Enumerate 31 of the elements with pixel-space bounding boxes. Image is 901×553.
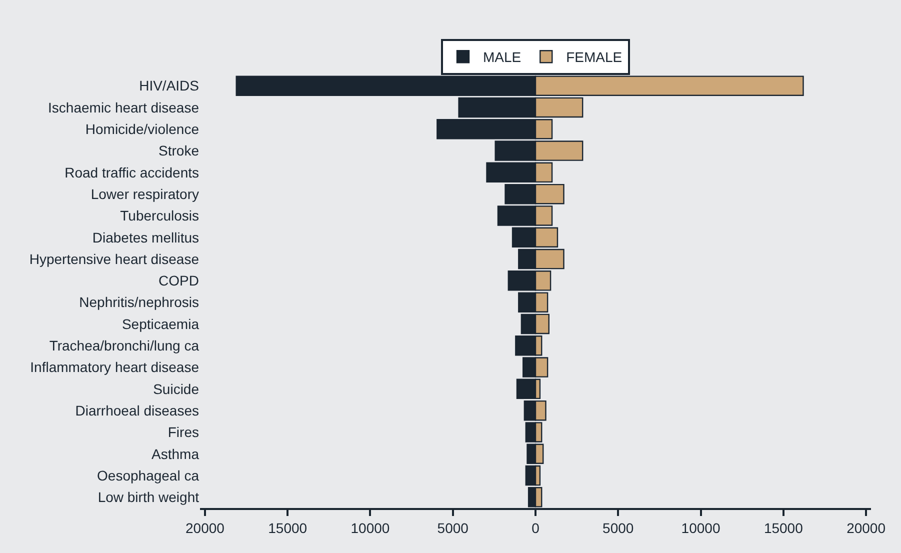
y-tick-label: Inflammatory heart disease bbox=[30, 359, 200, 376]
x-tick-label: 15000 bbox=[764, 520, 804, 536]
legend-label: FEMALE bbox=[566, 49, 622, 66]
y-tick-label: Tuberculosis bbox=[120, 208, 199, 224]
y-tick-label: HIV/AIDS bbox=[139, 78, 199, 94]
y-tick-label: Oesophageal ca bbox=[97, 467, 200, 484]
y-tick-label: Low birth weight bbox=[98, 489, 200, 506]
y-tick-label: Homicide/violence bbox=[85, 121, 200, 138]
x-tick-label: 20000 bbox=[185, 520, 225, 536]
y-tick-label: Diarrhoeal diseases bbox=[75, 402, 199, 418]
y-tick-label: Trachea/bronchi/lung ca bbox=[49, 338, 200, 354]
y-tick-label: Diabetes mellitus bbox=[92, 229, 199, 246]
y-tick-label: Stroke bbox=[158, 142, 200, 159]
y-tick-label: Nephritis/nephrosis bbox=[79, 294, 199, 310]
legend-label: MALE bbox=[483, 49, 522, 66]
x-tick-label: 5000 bbox=[437, 520, 469, 536]
y-tick-label: Ischaemic heart disease bbox=[48, 99, 200, 116]
y-tick-label: Road traffic accidents bbox=[64, 164, 199, 180]
x-tick-label: 15000 bbox=[268, 520, 308, 536]
x-tick-label: 0 bbox=[532, 520, 540, 536]
y-tick-label: Asthma bbox=[152, 446, 200, 462]
y-tick-label: Septicaemia bbox=[122, 316, 200, 332]
x-tick-label: 10000 bbox=[681, 520, 720, 536]
y-tick-label: Fires bbox=[168, 424, 199, 440]
y-tick-label: Hypertensive heart disease bbox=[29, 250, 200, 267]
x-tick-label: 20000 bbox=[846, 520, 886, 536]
y-tick-label: Lower respiratory bbox=[90, 186, 199, 202]
x-tick-label: 10000 bbox=[350, 520, 390, 536]
y-tick-label: COPD bbox=[158, 272, 199, 289]
y-tick-label: Suicide bbox=[153, 380, 200, 397]
x-tick-label: 5000 bbox=[602, 520, 634, 536]
